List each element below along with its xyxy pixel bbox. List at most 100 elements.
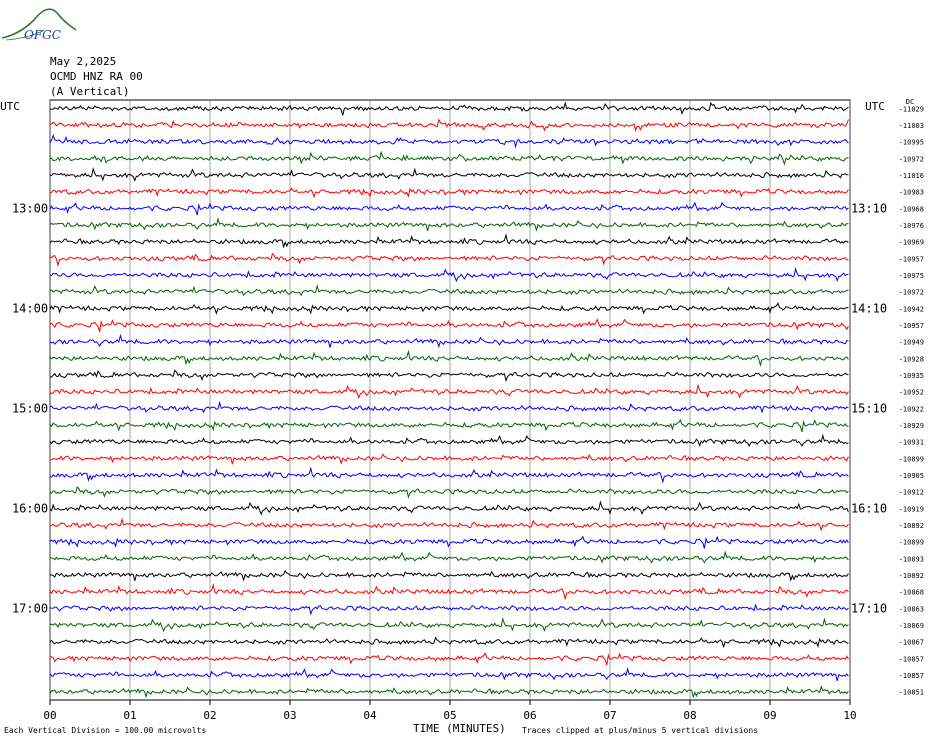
trace-offset-label: -10972 xyxy=(899,155,924,163)
left-time-label: 16:00 xyxy=(12,501,48,515)
trace-offset-label: -11016 xyxy=(899,172,924,180)
x-tick-label: 04 xyxy=(363,709,377,722)
seismic-trace xyxy=(49,118,849,132)
seismic-trace xyxy=(49,500,849,516)
seismic-trace xyxy=(49,383,849,399)
trace-offset-label: -10972 xyxy=(899,289,924,297)
x-tick-label: 09 xyxy=(763,709,776,722)
trace-offset-label: -10928 xyxy=(899,355,924,363)
right-time-label: 17:10 xyxy=(851,601,887,615)
trace-offset-label: -10922 xyxy=(899,405,924,413)
left-time-label: 17:00 xyxy=(12,601,48,615)
trace-offset-label: -10868 xyxy=(899,589,924,597)
x-tick-label: 02 xyxy=(203,709,216,722)
trace-offset-label: -11003 xyxy=(899,122,924,130)
seismic-trace xyxy=(49,453,849,465)
seismic-trace xyxy=(49,486,849,499)
station-code: OCMD HNZ RA 00 xyxy=(50,70,143,83)
seismic-trace xyxy=(49,318,849,332)
seismic-trace xyxy=(49,666,849,682)
trace-offset-label: -10899 xyxy=(899,539,924,547)
dc-label: DC xyxy=(906,98,914,106)
trace-offset-label: -10931 xyxy=(899,439,924,447)
trace-offset-label: -10969 xyxy=(899,239,924,247)
trace-offset-label: -10957 xyxy=(899,322,924,330)
right-time-label: 16:10 xyxy=(851,501,887,515)
trace-offset-label: -10869 xyxy=(899,622,924,630)
seismic-trace xyxy=(49,685,849,699)
trace-offset-label: -11029 xyxy=(899,105,924,113)
x-tick-label: 03 xyxy=(283,709,296,722)
seismic-trace xyxy=(49,418,849,432)
trace-offset-label: -10976 xyxy=(899,222,924,230)
trace-offset-label: -10892 xyxy=(899,572,924,580)
record-date: May 2,2025 xyxy=(50,55,117,68)
seismic-trace xyxy=(49,569,849,582)
seismic-trace xyxy=(49,187,849,199)
left-time-label: 15:00 xyxy=(12,401,48,415)
seismic-trace xyxy=(49,166,849,182)
left-axis-unit: UTC xyxy=(0,100,20,113)
logo-mountain-swoosh xyxy=(1,8,77,39)
trace-offset-label: -10851 xyxy=(899,689,924,697)
trace-offset-label: -10935 xyxy=(899,372,924,380)
seismic-trace xyxy=(49,652,849,666)
trace-offset-label: -10892 xyxy=(899,522,924,530)
seismic-trace xyxy=(49,433,849,448)
trace-offset-label: -10968 xyxy=(899,205,924,213)
x-tick-label: 08 xyxy=(683,709,696,722)
seismic-trace xyxy=(49,616,849,633)
seismic-trace xyxy=(49,603,849,616)
x-tick-label: 06 xyxy=(523,709,536,722)
right-time-label: 15:10 xyxy=(851,401,887,415)
trace-offset-label: -10975 xyxy=(899,272,924,280)
seismic-trace xyxy=(49,369,849,383)
trace-offset-label: -10929 xyxy=(899,422,924,430)
seismic-trace xyxy=(49,302,849,315)
seismic-trace xyxy=(49,233,849,249)
trace-offset-label: -10957 xyxy=(899,255,924,263)
trace-offset-label: -10912 xyxy=(899,489,924,497)
trace-offset-label: -10942 xyxy=(899,305,924,313)
trace-offset-label: -10857 xyxy=(899,672,924,680)
seismic-trace xyxy=(49,101,849,116)
seismic-trace xyxy=(49,216,849,232)
trace-offset-label: -10893 xyxy=(899,555,924,563)
seismic-trace xyxy=(49,400,849,414)
x-tick-label: 10 xyxy=(843,709,856,722)
trace-offset-label: -10863 xyxy=(899,605,924,613)
seismic-trace xyxy=(49,583,849,601)
seismic-trace xyxy=(49,201,849,216)
right-time-label: 13:10 xyxy=(851,201,887,215)
seismic-trace xyxy=(49,535,849,549)
scale-note: Each Vertical Division = 100.00 microvol… xyxy=(4,726,207,735)
x-tick-label: 07 xyxy=(603,709,616,722)
trace-offset-label: -10857 xyxy=(899,655,924,663)
trace-offset-label: -10949 xyxy=(899,339,924,347)
x-tick-label: 05 xyxy=(443,709,456,722)
component-label: (A Vertical) xyxy=(50,85,130,98)
seismic-trace xyxy=(49,284,849,297)
trace-offset-label: -10867 xyxy=(899,639,924,647)
left-time-label: 14:00 xyxy=(12,301,48,315)
left-time-label: 13:00 xyxy=(12,201,48,215)
x-tick-label: 01 xyxy=(123,709,136,722)
trace-offset-label: -10899 xyxy=(899,455,924,463)
seismic-trace xyxy=(49,266,849,283)
trace-offset-label: -10952 xyxy=(899,389,924,397)
x-tick-label: 00 xyxy=(43,709,56,722)
right-time-label: 14:10 xyxy=(851,301,887,315)
seismic-trace xyxy=(49,252,849,268)
clip-note: Traces clipped at plus/minus 5 vertical … xyxy=(522,726,759,735)
trace-offset-label: -10983 xyxy=(899,189,924,197)
trace-offset-label: -10905 xyxy=(899,472,924,480)
seismic-trace xyxy=(49,550,849,564)
logo-text: OFGC xyxy=(24,28,61,42)
seismic-trace xyxy=(49,636,849,649)
seismic-trace xyxy=(49,150,849,166)
seismic-trace xyxy=(49,349,849,368)
seismic-trace xyxy=(49,333,849,349)
trace-offset-label: -10995 xyxy=(899,139,924,147)
x-axis-title: TIME (MINUTES) xyxy=(413,722,506,735)
